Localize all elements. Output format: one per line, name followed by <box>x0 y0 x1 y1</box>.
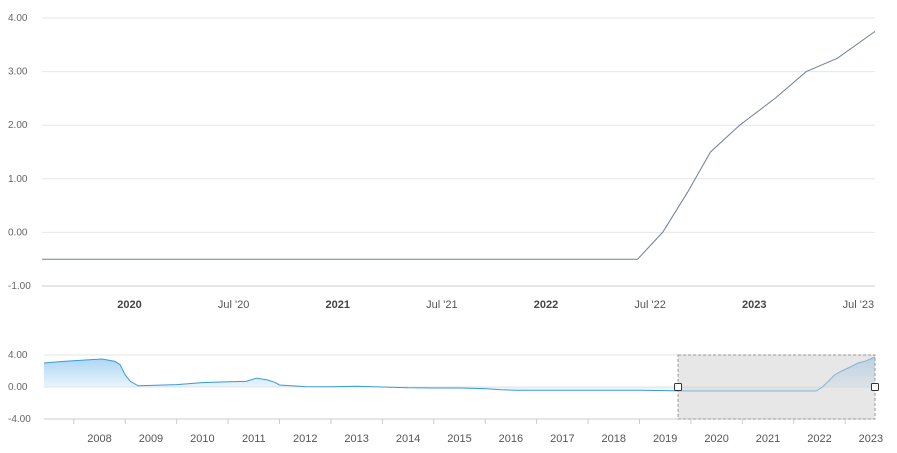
navigator-x-tick-label: 2009 <box>139 433 163 445</box>
navigator-handle-left[interactable] <box>674 383 683 391</box>
navigator-x-tick-label: 2016 <box>499 433 523 445</box>
main-y-tick-label: 0.00 <box>8 227 28 238</box>
main-x-tick-label: Jul '21 <box>426 299 457 311</box>
navigator-handle-right[interactable] <box>871 383 879 391</box>
navigator-x-tick-label: 2010 <box>190 433 214 445</box>
navigator-x-tick-label: 2015 <box>447 433 471 445</box>
navigator-y-tick-label: 0.00 <box>8 382 28 393</box>
navigator-x-tick-label: 2017 <box>550 433 574 445</box>
navigator-x-tick-label: 2023 <box>859 433 883 445</box>
main-x-tick-label: 2021 <box>325 299 349 311</box>
main-y-tick-label: 3.00 <box>8 67 28 78</box>
main-x-tick-label: 2022 <box>534 299 558 311</box>
navigator-chart[interactable]: 4.000.00-4.00 2008 2009 2010 2011 2012 2013 20… <box>0 320 897 453</box>
navigator-x-axis: 2008 2009 2010 2011 2012 2013 2014 2015 2016 2017… <box>73 419 883 445</box>
main-grid <box>42 17 875 287</box>
navigator-x-tick-label: 2011 <box>242 433 266 445</box>
main-y-tick-label: 4.00 <box>8 13 28 24</box>
main-series-line <box>42 30 876 260</box>
navigator-x-tick-label: 2022 <box>807 433 831 445</box>
main-x-tick-label: Jul '23 <box>843 299 874 311</box>
navigator-x-tick-label: 2019 <box>653 433 677 445</box>
main-y-tick-label: 1.00 <box>8 174 28 185</box>
navigator-x-tick-label: 2012 <box>293 433 317 445</box>
main-y-tick-label: 2.00 <box>8 120 28 131</box>
navigator-x-tick-label: 2020 <box>704 433 728 445</box>
main-y-axis: 4.00 3.00 2.00 1.00 0.00 -1.00 <box>8 13 31 292</box>
navigator-y-axis: 4.00 0.00 -4.00 <box>8 350 31 425</box>
navigator-y-tick-label: 4.00 <box>8 350 28 361</box>
navigator-x-tick-label: 2018 <box>602 433 626 445</box>
navigator-area-fill <box>44 357 875 391</box>
main-chart: 4.003.002.001.000.00-1.00 2020 Jul '20 202… <box>8 13 876 311</box>
navigator-y-tick-label: -4.00 <box>8 414 31 425</box>
main-y-tick-label: -1.00 <box>8 281 31 292</box>
main-x-axis: 2020 Jul '20 2021 Jul '21 2022 Jul '22 2023 Jul… <box>117 299 874 311</box>
main-x-tick-label: Jul '22 <box>634 299 665 311</box>
navigator-x-tick-label: 2014 <box>396 433 420 445</box>
navigator-selection-window[interactable] <box>677 354 876 420</box>
navigator-x-tick-label: 2008 <box>87 433 111 445</box>
main-x-tick-label: 2023 <box>742 299 766 311</box>
navigator-x-tick-label: 2013 <box>344 433 368 445</box>
main-x-tick-label: 2020 <box>117 299 141 311</box>
main-x-tick-label: Jul '20 <box>218 299 249 311</box>
navigator-x-tick-label: 2021 <box>756 433 780 445</box>
